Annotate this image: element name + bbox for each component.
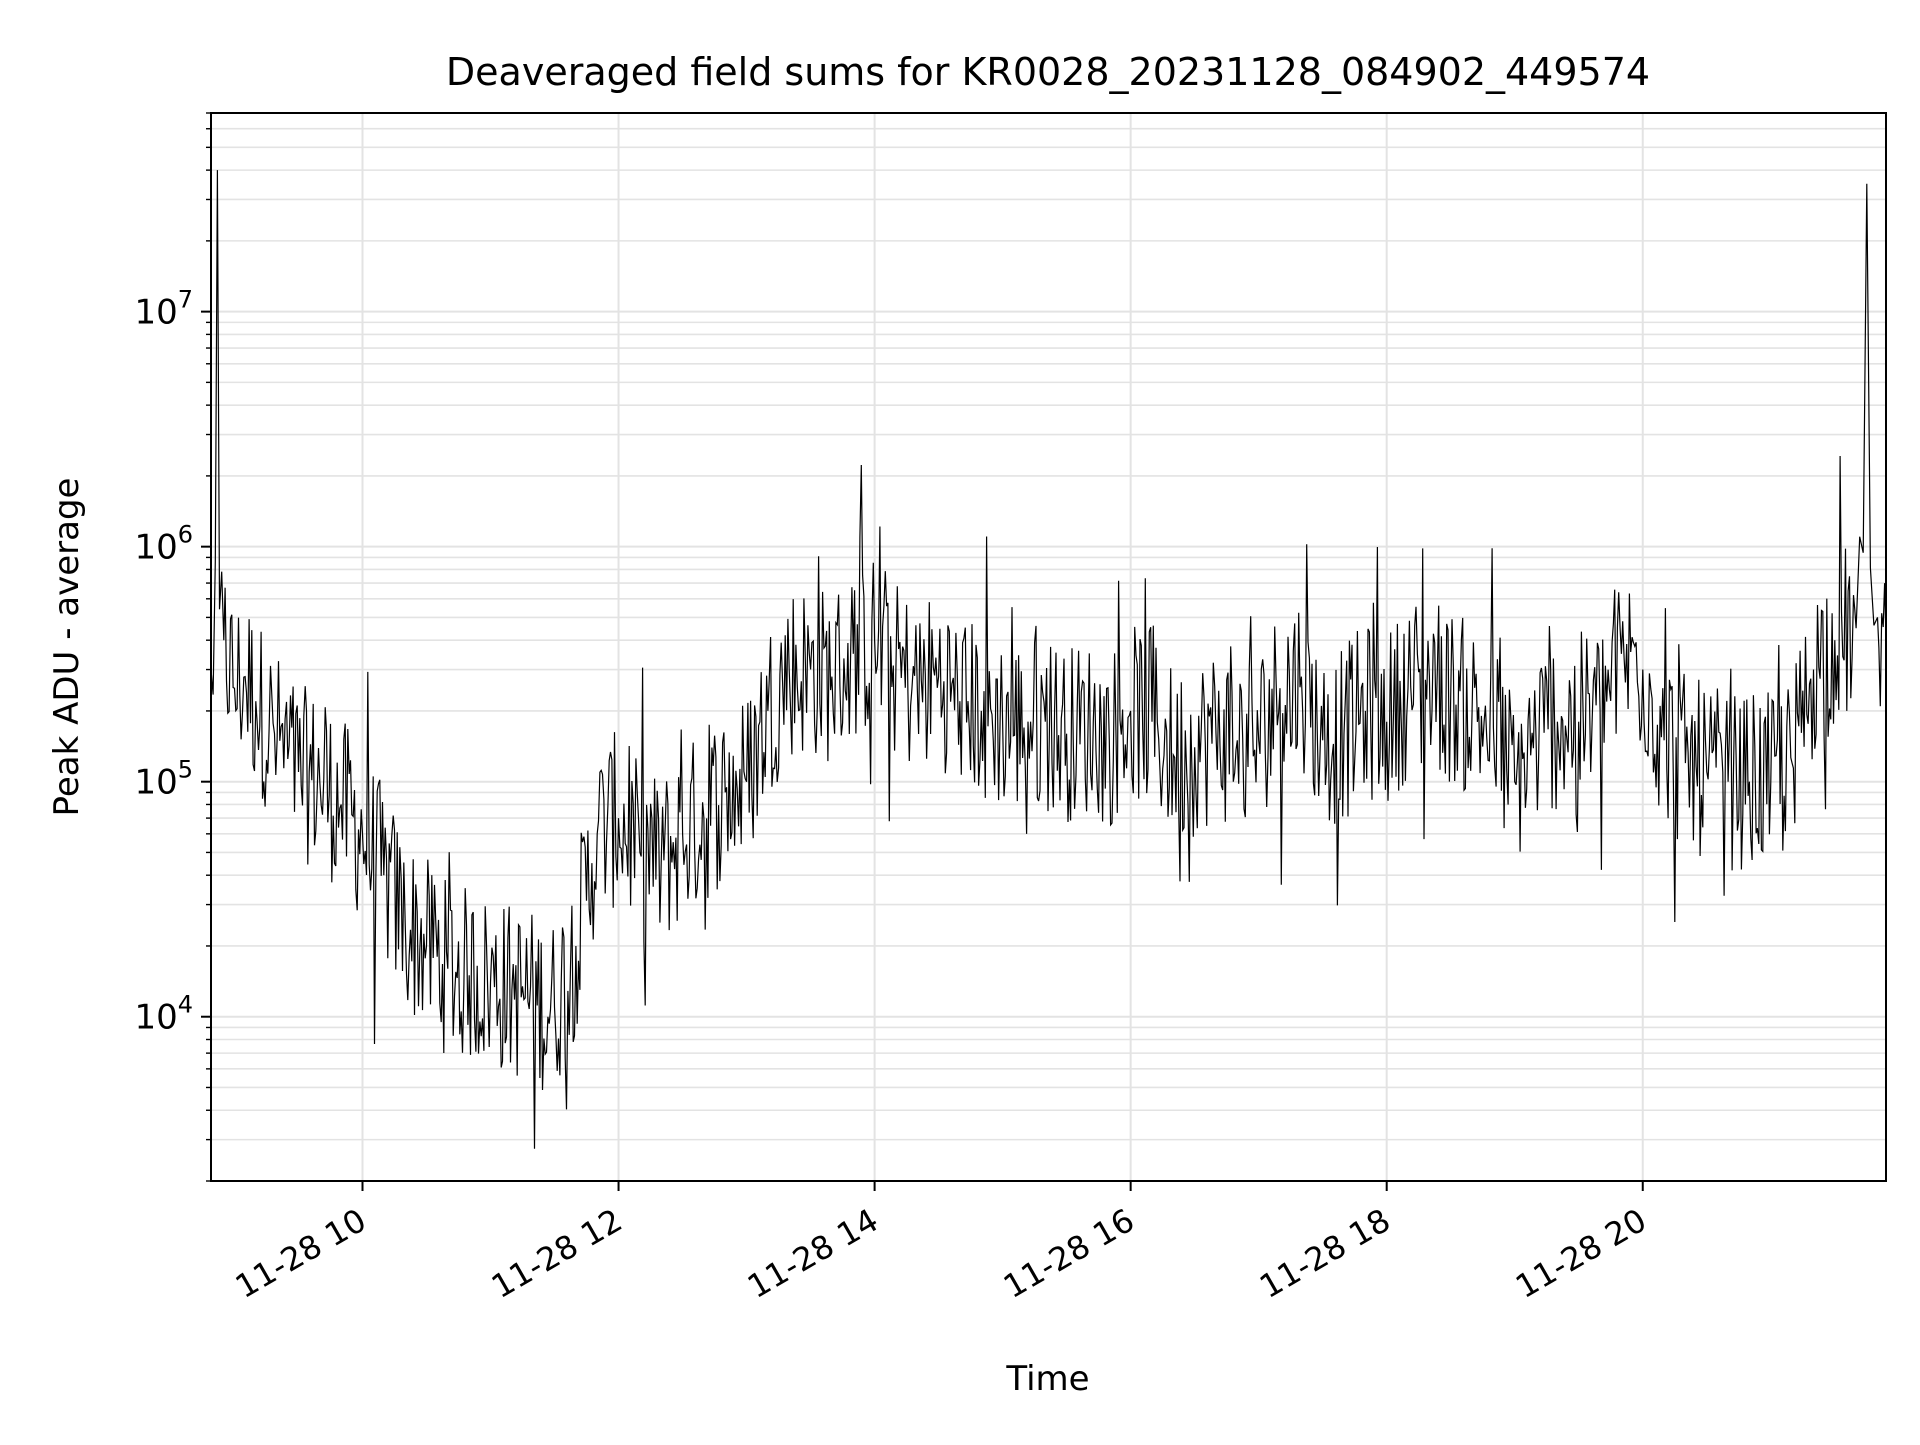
y-tick-label: 107 — [134, 286, 193, 333]
y-tick-label: 105 — [134, 756, 193, 803]
y-axis-label: Peak ADU - average — [47, 478, 87, 817]
y-tick-label: 104 — [134, 991, 193, 1038]
y-tick-label: 106 — [134, 521, 193, 568]
x-axis-label: Time — [1005, 1359, 1089, 1399]
chart-title: Deaveraged field sums for KR0028_2023112… — [446, 50, 1650, 94]
y-axis-ticks: 104 105 106 107 — [134, 112, 211, 1182]
plot-frame — [210, 112, 1887, 1182]
series-line — [211, 170, 1886, 1149]
